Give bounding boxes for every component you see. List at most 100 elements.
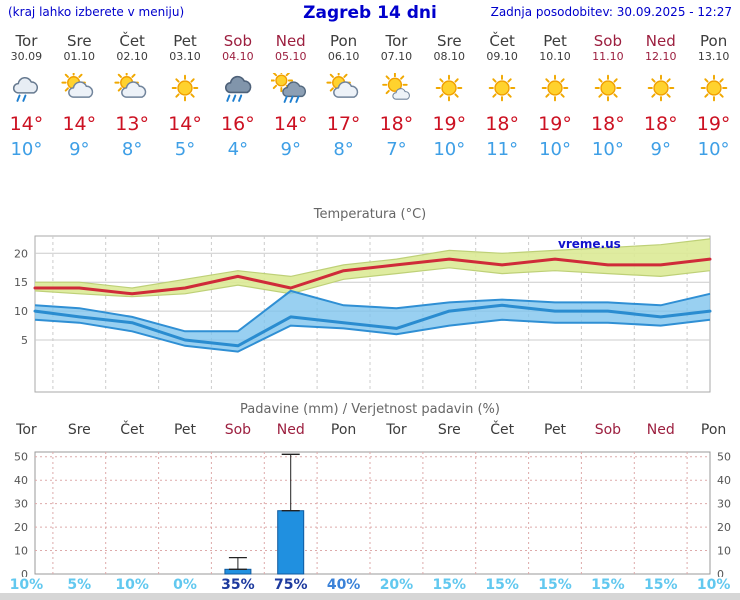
max-temperature: 14°	[168, 113, 202, 135]
day-name: Čet	[489, 32, 515, 50]
weather-icon-partly	[317, 70, 370, 105]
day-column: Čet 09.10 18° 11°	[476, 32, 529, 160]
weather-icon-drizzle	[0, 73, 53, 105]
weather-icon-sunny	[476, 73, 529, 105]
watermark: vreme.us	[558, 237, 621, 251]
min-temperature: 10°	[591, 139, 624, 160]
day-column: Pet 03.10 14° 5°	[159, 32, 212, 160]
precip-day-labels: Tor Sre Čet Pet Sob Ned Pon Tor Sre Čet Pet Sob Ned P…	[0, 422, 740, 438]
svg-text:5: 5	[21, 334, 28, 347]
last-update: Zadnja posodobitev: 30.09.2025 - 12:27	[490, 5, 732, 19]
day-name: Pet	[543, 32, 567, 50]
precip-probability: 5%	[67, 577, 92, 593]
svg-text:10: 10	[717, 545, 731, 558]
svg-text:40: 40	[717, 474, 731, 487]
day-date: 08.10	[433, 50, 466, 63]
precip-day-label: Pon	[330, 422, 357, 438]
svg-text:30: 30	[717, 498, 731, 511]
precip-day-label: Pon	[700, 422, 727, 438]
day-column: Ned 05.10 14° 9°	[264, 32, 317, 160]
day-date: 01.10	[63, 50, 96, 63]
max-temperature: 18°	[643, 113, 678, 135]
menu-hint: (kraj lahko izberete v meniju)	[8, 5, 185, 19]
weather-icon-sunny	[634, 73, 687, 105]
precip-probability: 10%	[115, 577, 149, 593]
day-date: 04.10	[222, 50, 254, 63]
weather-icon-rain	[211, 73, 264, 105]
max-temperature: 14°	[62, 113, 97, 135]
svg-text:10: 10	[14, 305, 28, 318]
max-temperature: 18°	[485, 113, 519, 135]
day-date: 06.10	[327, 50, 360, 63]
precip-day-label: Sob	[224, 422, 252, 438]
precipitation-chart-title: Padavine (mm) / Verjetnost padavin (%)	[240, 402, 500, 417]
weather-icon-partly	[106, 70, 159, 105]
day-name: Sob	[593, 32, 622, 50]
min-temperature: 11°	[486, 139, 519, 160]
precip-day-label: Čet	[490, 422, 515, 438]
day-column: Tor 30.09 14° 10°	[0, 32, 53, 160]
temperature-chart-title: Temperatura (°C)	[313, 207, 427, 222]
day-date: 07.10	[380, 50, 413, 63]
temperature-chart: 5 10 15 20 vreme.us	[14, 235, 712, 393]
horizontal-scrollbar[interactable]	[0, 593, 740, 600]
day-column: Ned 12.10 18° 9°	[634, 32, 687, 160]
precip-day-label: Sob	[594, 422, 622, 438]
day-column: Sob 11.10 18° 10°	[581, 32, 634, 160]
svg-text:20: 20	[14, 247, 28, 260]
day-column: Pon 06.10 17° 8°	[317, 32, 370, 160]
day-date: 03.10	[169, 50, 201, 63]
day-name: Sre	[66, 32, 92, 50]
max-temperature: 18°	[591, 113, 625, 135]
day-column: Sre 01.10 14° 9°	[53, 32, 106, 160]
min-temperature: 10°	[539, 139, 571, 160]
day-column: Sre 08.10 19° 10°	[423, 32, 476, 160]
day-date: 30.09	[10, 50, 43, 63]
day-name: Pon	[700, 32, 728, 50]
svg-text:30: 30	[14, 498, 28, 511]
svg-text:0: 0	[717, 568, 724, 577]
day-name: Ned	[275, 32, 306, 50]
max-temperature: 16°	[221, 113, 255, 135]
day-date: 10.10	[539, 50, 571, 63]
weather-icon-showers	[264, 68, 317, 105]
max-temperature: 19°	[538, 113, 572, 135]
day-date: 09.10	[486, 50, 518, 63]
weather-icon-mostly-sunny	[370, 72, 423, 105]
weather-icon-partly	[53, 70, 106, 105]
precip-probability: 35%	[221, 577, 255, 593]
precip-day-label: Ned	[646, 422, 675, 438]
day-column: Sob 04.10 16° 4°	[211, 32, 264, 160]
day-date: 13.10	[697, 50, 730, 63]
svg-text:15: 15	[14, 276, 28, 289]
precipitation-chart: 0 0 10 10 20 20 30 30 40 40 50 50	[14, 451, 731, 577]
day-column: Tor 07.10 18° 7°	[370, 32, 423, 160]
day-name: Čet	[119, 32, 145, 50]
svg-text:50: 50	[14, 451, 28, 464]
day-name: Sre	[437, 32, 462, 50]
day-name: Pon	[329, 32, 358, 50]
svg-text:50: 50	[717, 451, 731, 464]
min-temperature: 5°	[174, 139, 196, 160]
precip-day-label: Sre	[437, 422, 461, 438]
day-date: 12.10	[644, 50, 677, 63]
day-name: Sob	[223, 32, 252, 50]
weather-icon-sunny	[423, 73, 476, 105]
day-column: Pon 13.10 19° 10°	[687, 32, 740, 160]
precip-probability: 40%	[326, 577, 361, 593]
day-column: Pet 10.10 19° 10°	[529, 32, 582, 160]
day-date: 11.10	[592, 50, 624, 63]
weather-icon-sunny	[581, 73, 634, 105]
precip-day-label: Tor	[16, 422, 37, 438]
min-temperature: 7°	[386, 139, 407, 160]
precip-probability: 15%	[432, 577, 467, 593]
precip-probability: 20%	[379, 577, 414, 593]
page-title: Zagreb 14 dni	[303, 3, 437, 23]
min-temperature: 9°	[650, 139, 671, 160]
precip-day-label: Ned	[276, 422, 305, 438]
svg-text:0: 0	[21, 568, 28, 577]
day-name: Tor	[385, 32, 408, 50]
precip-probability: 15%	[538, 577, 572, 593]
precip-probability: 15%	[485, 577, 519, 593]
max-temperature: 19°	[432, 113, 467, 135]
